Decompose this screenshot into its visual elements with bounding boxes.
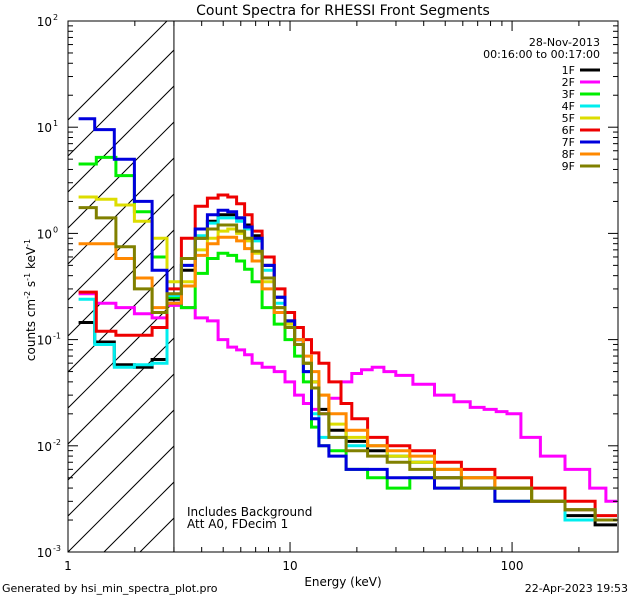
y-tick-label: 10: [37, 15, 52, 29]
legend-label: 3F: [562, 88, 575, 101]
legend-label: 1F: [562, 64, 575, 77]
hatch-line: [68, 373, 174, 481]
hatch-line: [68, 49, 174, 157]
hatch-line: [68, 157, 174, 265]
hatch-line: [68, 265, 174, 373]
hatch-line: [68, 21, 168, 121]
y-tick-label: 10: [37, 546, 52, 560]
x-tick-label: 10: [282, 559, 297, 573]
y-tick-label: 10: [37, 227, 52, 241]
y-tick-label: 10: [37, 121, 52, 135]
y-tick-exponent: 1: [53, 119, 58, 128]
generated-by-text: Generated by hsi_min_spectra_plot.pro: [2, 582, 218, 595]
y-tick-label: 10: [37, 334, 52, 348]
x-tick-labels: 1 10 100: [64, 559, 523, 573]
hatch-line: [572, 21, 640, 552]
chart-title: Count Spectra for RHESSI Front Segments: [196, 3, 490, 19]
hatch-line: [356, 21, 640, 552]
hatch-line: [464, 21, 640, 552]
hatch-line: [68, 445, 174, 552]
legend-label: 7F: [562, 136, 575, 149]
series-line-6F: [78, 193, 617, 518]
series-line-3F: [78, 155, 617, 522]
y-axis-label: counts cm-2 s-1 keV-1: [23, 239, 38, 361]
chart-time-range: 00:16:00 to 00:17:00: [483, 48, 600, 61]
series-line-7F: [78, 117, 617, 522]
hatch-line: [428, 21, 640, 552]
series-line-8F: [78, 235, 617, 522]
y-tick-exponent: -3: [53, 544, 61, 553]
x-axis-label: Energy (keV): [304, 575, 381, 589]
hatch-line: [68, 193, 174, 301]
legend-label: 4F: [562, 100, 575, 113]
legend-label: 8F: [562, 148, 575, 161]
y-tick-exponent: 0: [53, 225, 58, 234]
y-tick-exponent: -2: [53, 438, 61, 447]
hatch-line: [68, 85, 174, 193]
series-line-9F: [78, 206, 617, 522]
x-tick-label: 100: [501, 559, 524, 573]
plot-frame: [67, 20, 619, 553]
hatch-line: [68, 121, 174, 229]
annotation-line: Includes Background: [187, 505, 312, 519]
timestamp-text: 22-Apr-2023 19:53: [524, 582, 628, 595]
hatch-line: [68, 337, 174, 445]
hatch-line: [212, 21, 640, 552]
series-line-4F: [78, 216, 617, 522]
axis-ticks: [67, 20, 619, 553]
y-tick-exponent: 2: [53, 13, 58, 22]
legend-label: 6F: [562, 124, 575, 137]
legend-label: 9F: [562, 160, 575, 173]
y-tick-label: 10: [37, 440, 52, 454]
series-line-1F: [78, 213, 617, 527]
chart-date: 28-Nov-2013: [529, 36, 600, 49]
hatch-line: [608, 21, 640, 552]
y-tick-exponent: -1: [53, 332, 61, 341]
legend-label: 5F: [562, 112, 575, 125]
hatch-line: [536, 21, 640, 552]
hatch-line: [68, 229, 174, 337]
x-tick-label: 1: [64, 559, 72, 573]
hatch-line: [392, 21, 640, 552]
legend-label: 2F: [562, 76, 575, 89]
excluded-region-hatch: [68, 21, 640, 552]
hatch-line: [68, 409, 174, 517]
series-layer: [78, 117, 617, 527]
hatch-line: [248, 21, 640, 552]
annotation-line: Att A0, FDecim 1: [187, 517, 288, 531]
